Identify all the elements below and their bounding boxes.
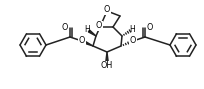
Text: O: O bbox=[146, 23, 152, 32]
Polygon shape bbox=[81, 40, 93, 46]
Polygon shape bbox=[105, 52, 108, 61]
Text: OH: OH bbox=[100, 61, 113, 70]
Text: O: O bbox=[62, 23, 68, 32]
Text: O: O bbox=[95, 22, 102, 31]
Text: O: O bbox=[78, 36, 85, 45]
Text: H: H bbox=[84, 26, 89, 35]
Text: O: O bbox=[129, 36, 135, 45]
Text: O: O bbox=[103, 6, 110, 15]
Polygon shape bbox=[88, 30, 95, 36]
Text: H: H bbox=[129, 26, 134, 35]
